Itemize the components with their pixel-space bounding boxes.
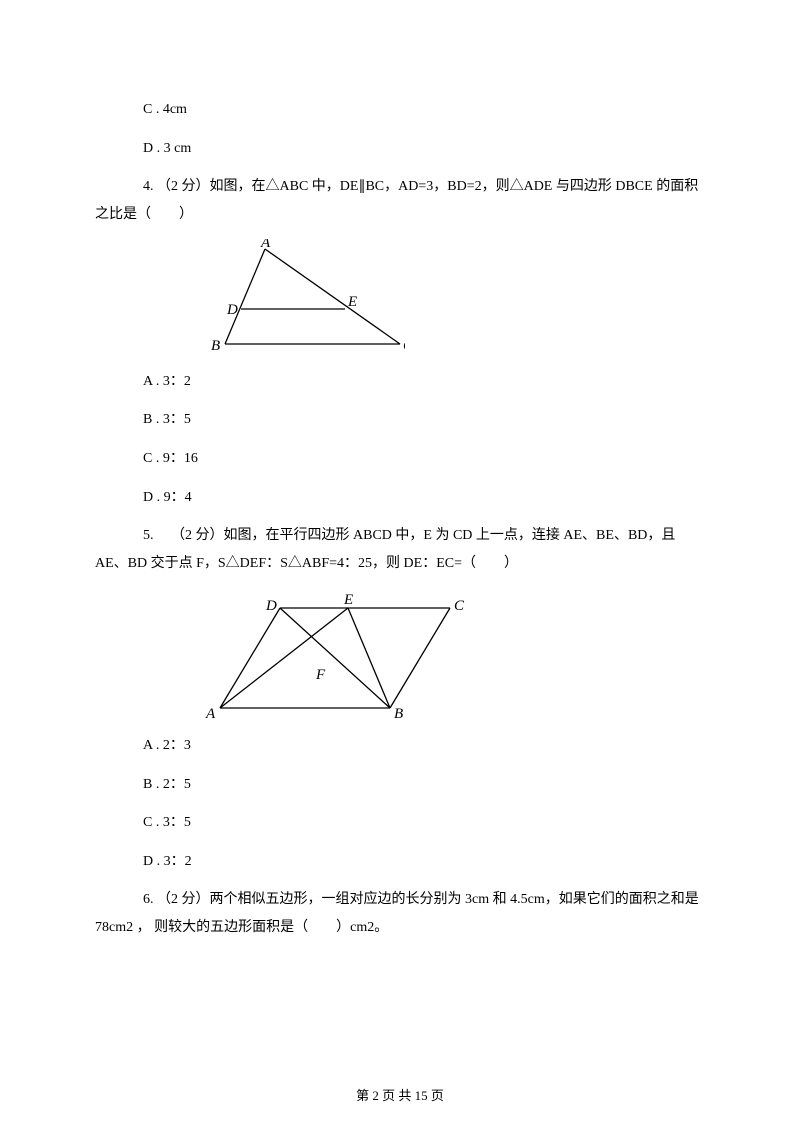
q6-stem: 6. （2 分）两个相似五边形，一组对应边的长分别为 3cm 和 4.5cm，如… [95,886,705,942]
svg-text:B: B [211,338,220,354]
q5-option-d: D . 3：2 [143,847,705,878]
q5-diagram: A B C D E F [205,588,705,723]
svg-text:D: D [226,302,238,318]
q4-option-c: C . 9：16 [143,444,705,475]
q5-stem: 5. （2 分）如图，在平行四边形 ABCD 中，E 为 CD 上一点，连接 A… [95,522,705,578]
q5-option-c: C . 3：5 [143,808,705,839]
q4-option-d: D . 9：4 [143,483,705,514]
q5-option-b: B . 2：5 [143,770,705,801]
q3-option-d: D . 3 cm [143,134,705,165]
q5-option-a: A . 2：3 [143,731,705,762]
q4-option-a: A . 3：2 [143,367,705,398]
svg-text:A: A [205,706,216,722]
svg-text:E: E [347,294,357,310]
svg-text:F: F [315,667,326,683]
svg-text:C: C [403,338,405,354]
q4-diagram: A B C D E [205,239,705,359]
q4-option-b: B . 3：5 [143,405,705,436]
q4-stem: 4. （2 分）如图，在△ABC 中，DE∥BC，AD=3，BD=2，则△ADE… [95,173,705,229]
svg-text:A: A [260,239,271,251]
q3-option-c: C . 4cm [143,95,705,126]
svg-text:C: C [454,598,465,614]
svg-text:E: E [343,592,353,608]
svg-text:B: B [394,706,403,722]
page-footer: 第 2 页 共 15 页 [0,1085,800,1104]
svg-text:D: D [265,598,277,614]
